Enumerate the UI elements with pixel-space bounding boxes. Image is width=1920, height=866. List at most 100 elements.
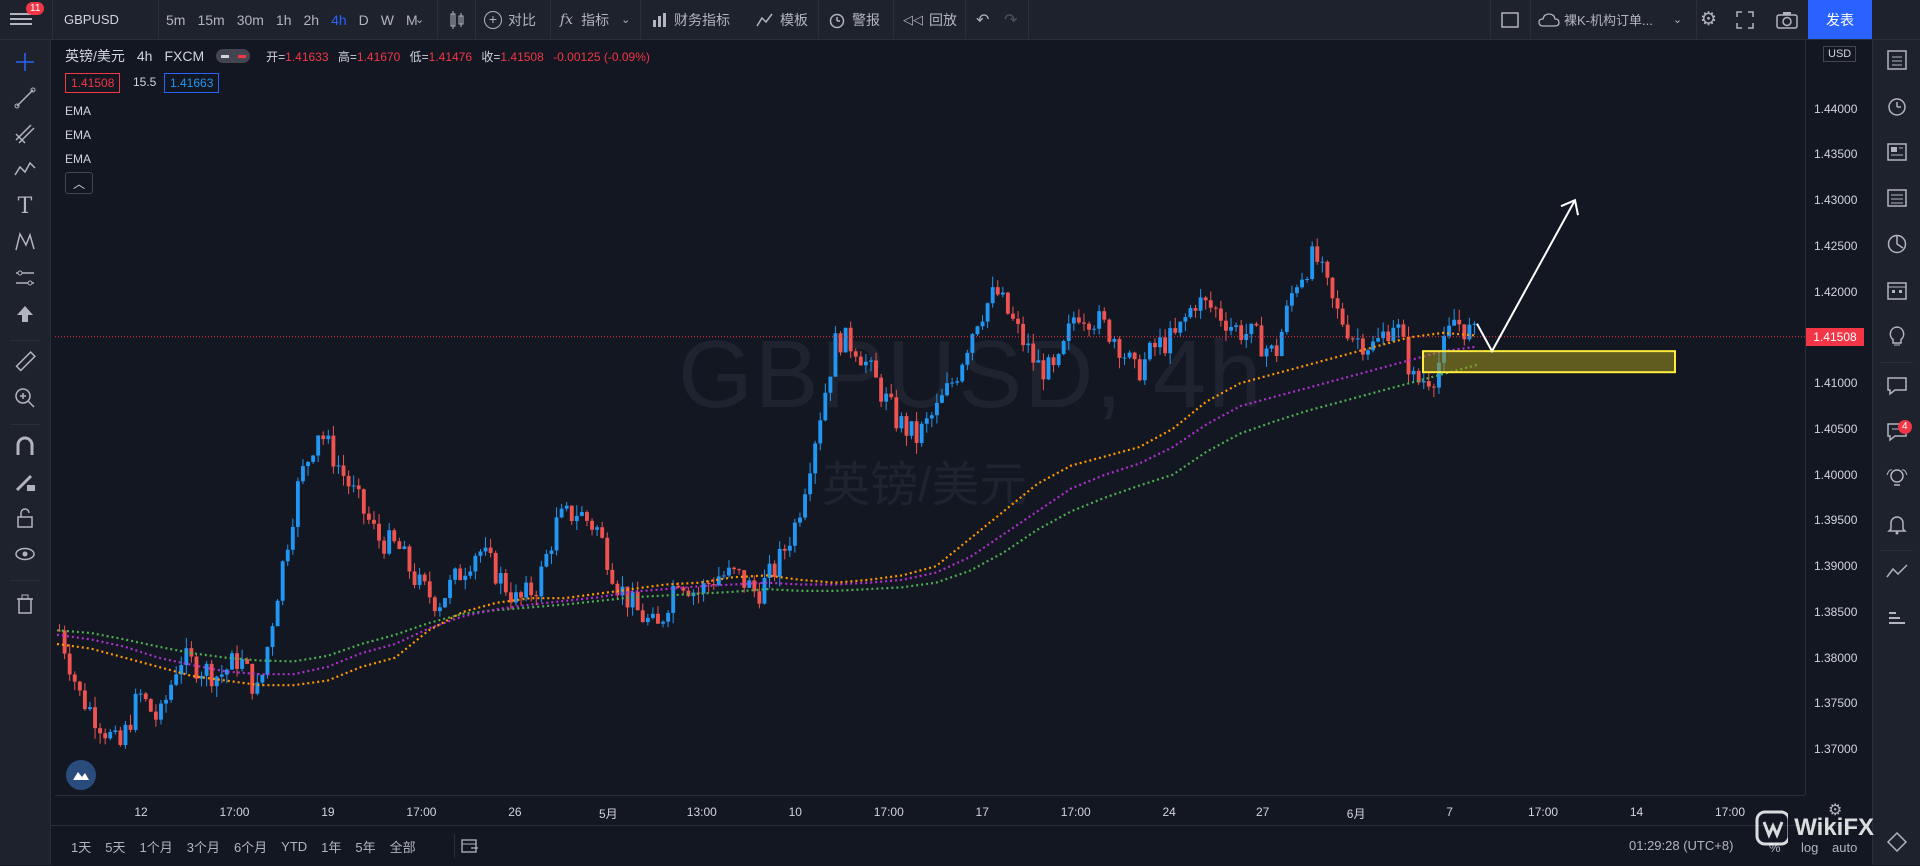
function-icon: fx	[560, 11, 574, 28]
currency-label[interactable]: USD	[1823, 46, 1857, 62]
pitchfork-icon[interactable]	[13, 122, 37, 146]
alarm-clock-icon[interactable]	[1885, 94, 1909, 118]
high-value: 1.41670	[356, 49, 401, 64]
interval-30m[interactable]: 30m	[236, 11, 264, 28]
fullscreen-icon[interactable]	[1736, 0, 1754, 39]
interval-M[interactable]: M	[406, 11, 418, 28]
goto-date-icon[interactable]	[461, 838, 479, 857]
calendar-icon[interactable]	[1885, 278, 1909, 302]
publish-button[interactable]: 发表	[1808, 0, 1872, 39]
candle-body	[108, 732, 113, 739]
news-icon[interactable]	[1885, 140, 1909, 164]
interval-4h[interactable]: 4h	[331, 11, 347, 28]
financials-button[interactable]: 财务指标	[652, 0, 730, 39]
symbol-search-button[interactable]: GBPUSD	[64, 12, 119, 27]
alert-button[interactable]: 警报	[828, 0, 880, 39]
redo-icon[interactable]: ↷	[1004, 11, 1018, 29]
trash-icon[interactable]	[13, 592, 37, 616]
symbol-title[interactable]: 英镑/美元	[65, 48, 125, 64]
sell-price-box[interactable]: 1.41508	[65, 73, 121, 93]
compare-button[interactable]: + 对比	[484, 0, 536, 39]
range-6个月[interactable]: 6个月	[233, 839, 268, 855]
ema-indicator-3[interactable]: EMA	[65, 152, 92, 166]
zoom-in-icon[interactable]	[13, 386, 37, 410]
magnet-icon[interactable]	[13, 434, 37, 458]
candle-body	[666, 612, 671, 622]
candle-body	[539, 566, 544, 597]
replay-button[interactable]: ◁◁ 回放	[903, 0, 957, 39]
lock-icon[interactable]	[13, 506, 37, 530]
trend-line-icon[interactable]	[13, 86, 37, 110]
candle-body	[458, 568, 463, 581]
range-1个月[interactable]: 1个月	[139, 839, 173, 855]
interval-15m[interactable]: 15m	[197, 11, 225, 28]
chat-icon[interactable]	[1885, 374, 1909, 398]
indicators-button[interactable]: fx 指标 ⌄	[560, 0, 630, 39]
lightbulb-icon[interactable]	[1885, 324, 1909, 348]
auto-toggle[interactable]: auto	[1832, 840, 1858, 855]
diamond-icon[interactable]	[1885, 830, 1909, 854]
prediction-icon[interactable]	[13, 266, 37, 290]
ruler-icon[interactable]	[13, 350, 37, 374]
candle-body	[1203, 297, 1208, 301]
interval-2h[interactable]: 2h	[303, 11, 320, 28]
eye-icon[interactable]	[13, 542, 37, 566]
ema-indicator-1[interactable]: EMA	[65, 104, 92, 118]
notifications-bell-icon[interactable]	[1885, 512, 1909, 536]
candle-body	[1360, 338, 1365, 355]
price-axis[interactable]: 1.44000 1.43500 1.43000 1.42500 1.42000 1.415…	[1805, 40, 1873, 795]
range-1年[interactable]: 1年	[321, 839, 342, 855]
range-全部[interactable]: 全部	[389, 839, 416, 855]
ema-indicator-2[interactable]: EMA	[65, 128, 92, 142]
camera-icon[interactable]	[1776, 0, 1798, 39]
range-YTD[interactable]: YTD	[281, 838, 308, 854]
percent-toggle[interactable]: %	[1769, 840, 1781, 855]
chart-legend: 英镑/美元 4h FXCM 开=1.41633 高=1.41670 低=1.41…	[65, 46, 650, 66]
interval-5m[interactable]: 5m	[166, 11, 186, 28]
pencil-lock-icon[interactable]	[13, 470, 37, 494]
text-tool-icon[interactable]: T	[17, 193, 33, 219]
layout-selector[interactable]: 裸K-机构订单... ⌄	[1538, 0, 1682, 39]
broker-logo[interactable]	[66, 760, 96, 790]
price-tick: 1.39500	[1814, 513, 1858, 528]
range-1天[interactable]: 1天	[71, 839, 92, 855]
clock-display[interactable]: 01:29:28 (UTC+8)	[1629, 838, 1734, 853]
collapse-legend-button[interactable]: ︿	[65, 172, 93, 194]
buy-price-box[interactable]: 1.41663	[164, 73, 220, 93]
arrow-up-icon[interactable]	[13, 302, 37, 326]
templates-button[interactable]: 模板	[756, 0, 808, 39]
candles-icon[interactable]	[447, 0, 467, 39]
settings-gear-icon[interactable]: ⚙	[1700, 9, 1718, 30]
candle-body	[945, 383, 949, 396]
fullscreen-layout-icon[interactable]	[1500, 0, 1520, 39]
candle-body	[934, 402, 939, 416]
hotlist-icon[interactable]	[1885, 232, 1909, 256]
patterns-icon[interactable]	[13, 158, 37, 182]
undo-icon[interactable]: ↶	[976, 11, 990, 29]
data-window-icon[interactable]	[1885, 186, 1909, 210]
watchlist-icon[interactable]	[1885, 48, 1909, 72]
visibility-toggle[interactable]	[216, 49, 251, 63]
range-5天[interactable]: 5天	[105, 839, 126, 855]
candle-body	[1193, 308, 1198, 311]
interval-D[interactable]: D	[358, 11, 369, 28]
xabcd-pattern-icon[interactable]	[13, 230, 37, 254]
time-tick: 17:00	[1714, 805, 1746, 819]
interval-W[interactable]: W	[380, 11, 394, 28]
time-axis[interactable]: 12 17:00 19 17:00 26 5月 13:00 10 17:00 17 17:00 24 2…	[55, 795, 1805, 826]
candle-body	[1117, 338, 1122, 358]
price-chart[interactable]	[55, 40, 1805, 795]
chevron-down-icon[interactable]: ⌄	[415, 14, 425, 26]
axis-settings-icon[interactable]: ⚙	[1828, 802, 1843, 819]
crosshair-icon[interactable]	[13, 50, 37, 74]
candle-body	[1158, 337, 1162, 348]
ideas-bulb-icon[interactable]	[1885, 466, 1909, 490]
range-5年[interactable]: 5年	[355, 839, 376, 855]
log-toggle[interactable]: log	[1801, 840, 1819, 855]
interval-1h[interactable]: 1h	[275, 11, 292, 28]
candle-body	[909, 421, 914, 436]
range-3个月[interactable]: 3个月	[186, 839, 220, 855]
main-menu-icon[interactable]	[10, 10, 32, 28]
stream-icon[interactable]	[1885, 560, 1909, 584]
dom-icon[interactable]	[1885, 606, 1909, 630]
